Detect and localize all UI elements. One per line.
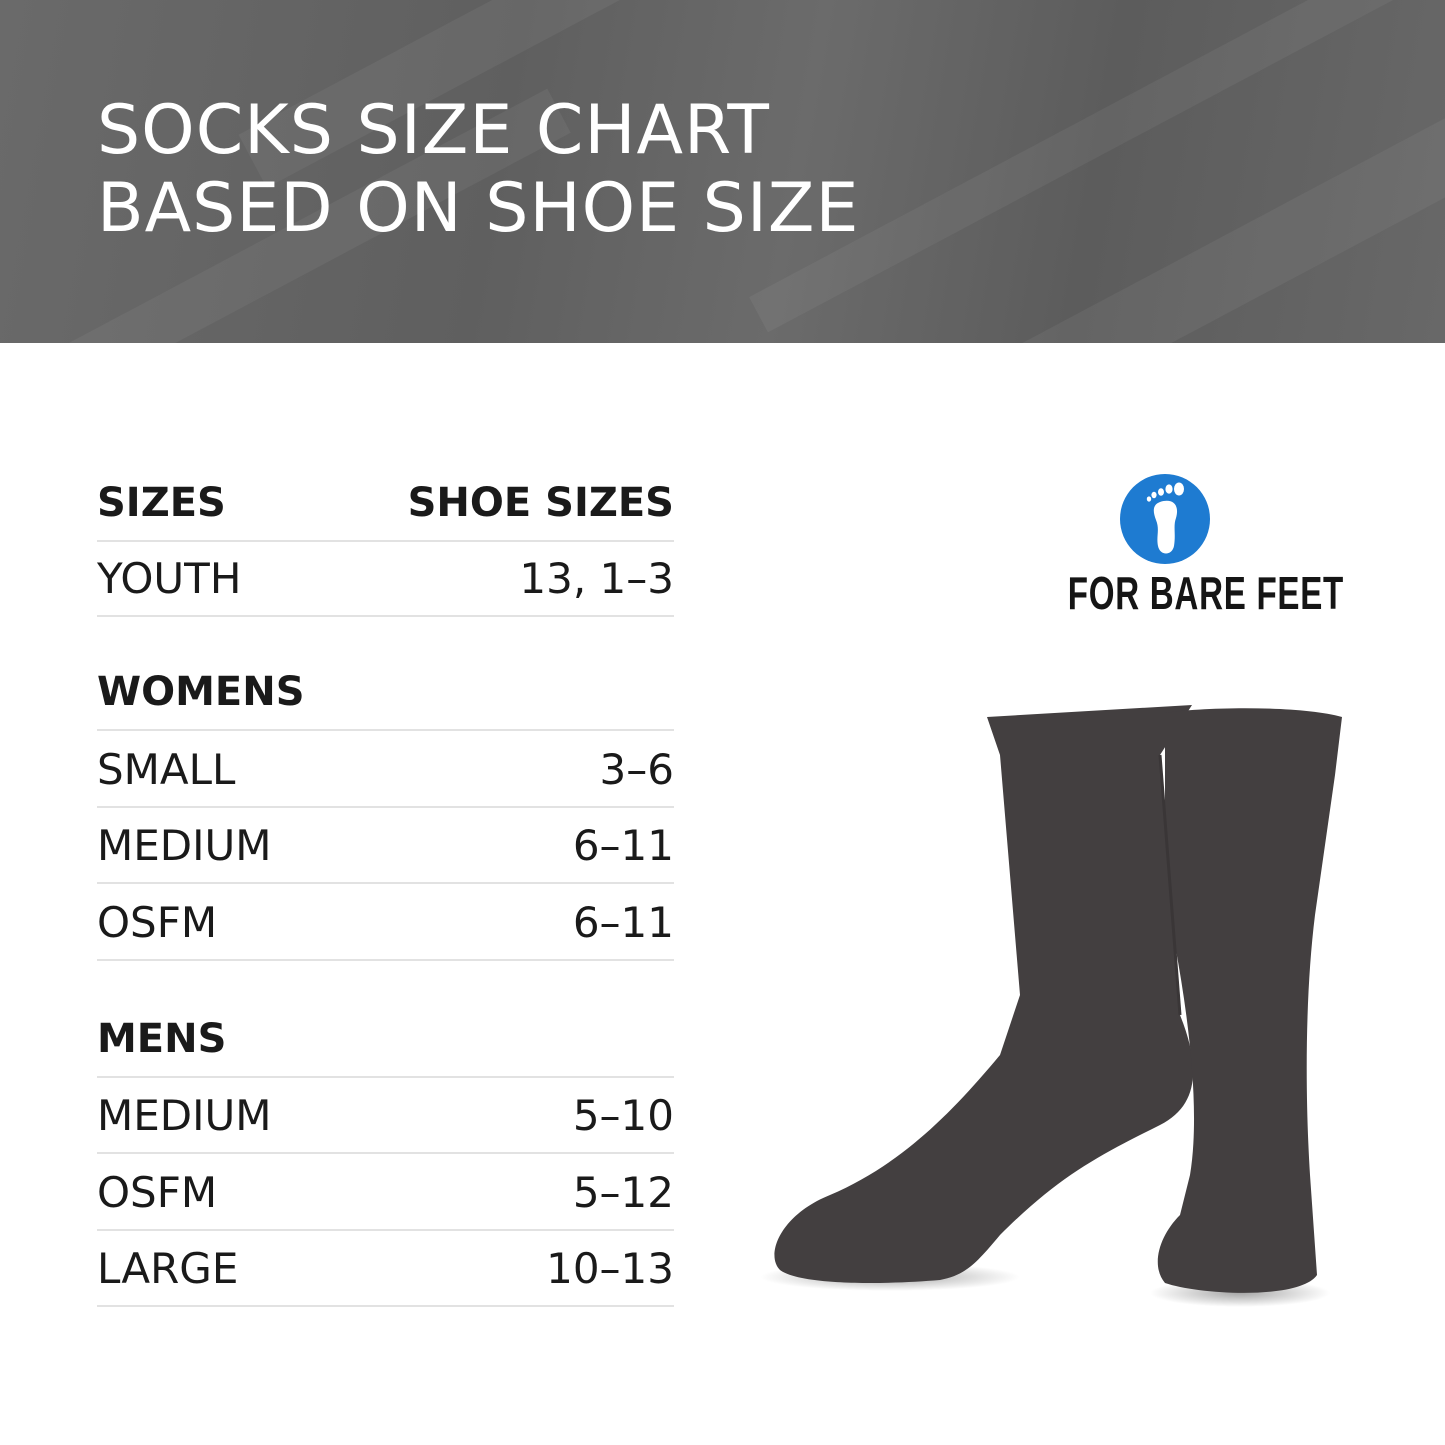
size-label: MEDIUM (97, 820, 272, 870)
shoe-size-value: 10–13 (546, 1243, 674, 1293)
table-header-row: SIZES SHOE SIZES (97, 466, 674, 542)
section-heading: MENS (97, 1016, 227, 1062)
table-row: MEDIUM 5–10 (97, 1078, 674, 1154)
table-row: OSFM 6–11 (97, 885, 674, 961)
table-row: LARGE 10–13 (97, 1231, 674, 1307)
shoe-sizes-header: SHOE SIZES (407, 480, 674, 526)
title-line-1: SOCKS SIZE CHART (97, 91, 770, 170)
socks-image (760, 705, 1342, 1307)
size-label: MEDIUM (97, 1090, 272, 1140)
sock-left (774, 705, 1194, 1283)
shoe-size-value: 3–6 (599, 744, 674, 794)
womens-heading: WOMENS (97, 655, 674, 731)
page-title: SOCKS SIZE CHART BASED ON SHOE SIZE (97, 92, 859, 248)
shoe-size-value: 5–10 (572, 1090, 674, 1140)
table-row: OSFM 5–12 (97, 1155, 674, 1231)
size-label: LARGE (97, 1243, 239, 1293)
mens-heading: MENS (97, 1002, 674, 1078)
sizes-header: SIZES (97, 480, 226, 526)
shoe-size-value: 6–11 (572, 897, 674, 947)
size-label: OSFM (97, 897, 218, 947)
sock-right (1157, 708, 1342, 1293)
header-banner: SOCKS SIZE CHART BASED ON SHOE SIZE (0, 0, 1445, 343)
shoe-size-value: 13, 1–3 (519, 553, 674, 603)
shoe-size-value: 6–11 (572, 820, 674, 870)
section-heading: WOMENS (97, 669, 305, 715)
for-bare-feet-logo: FOR BARE FEET (1030, 474, 1344, 620)
size-label: OSFM (97, 1167, 218, 1217)
sock-seam (1158, 754, 1182, 1016)
foot-icon (1120, 474, 1210, 564)
table-row: MEDIUM 6–11 (97, 808, 674, 884)
logo-text: FOR BARE FEET (1067, 567, 1344, 619)
size-label: YOUTH (97, 553, 242, 603)
table-row: YOUTH 13, 1–3 (97, 541, 674, 617)
size-label: SMALL (97, 744, 236, 794)
table-row: SMALL 3–6 (97, 732, 674, 808)
title-line-2: BASED ON SHOE SIZE (97, 169, 860, 248)
shoe-size-value: 5–12 (572, 1167, 674, 1217)
